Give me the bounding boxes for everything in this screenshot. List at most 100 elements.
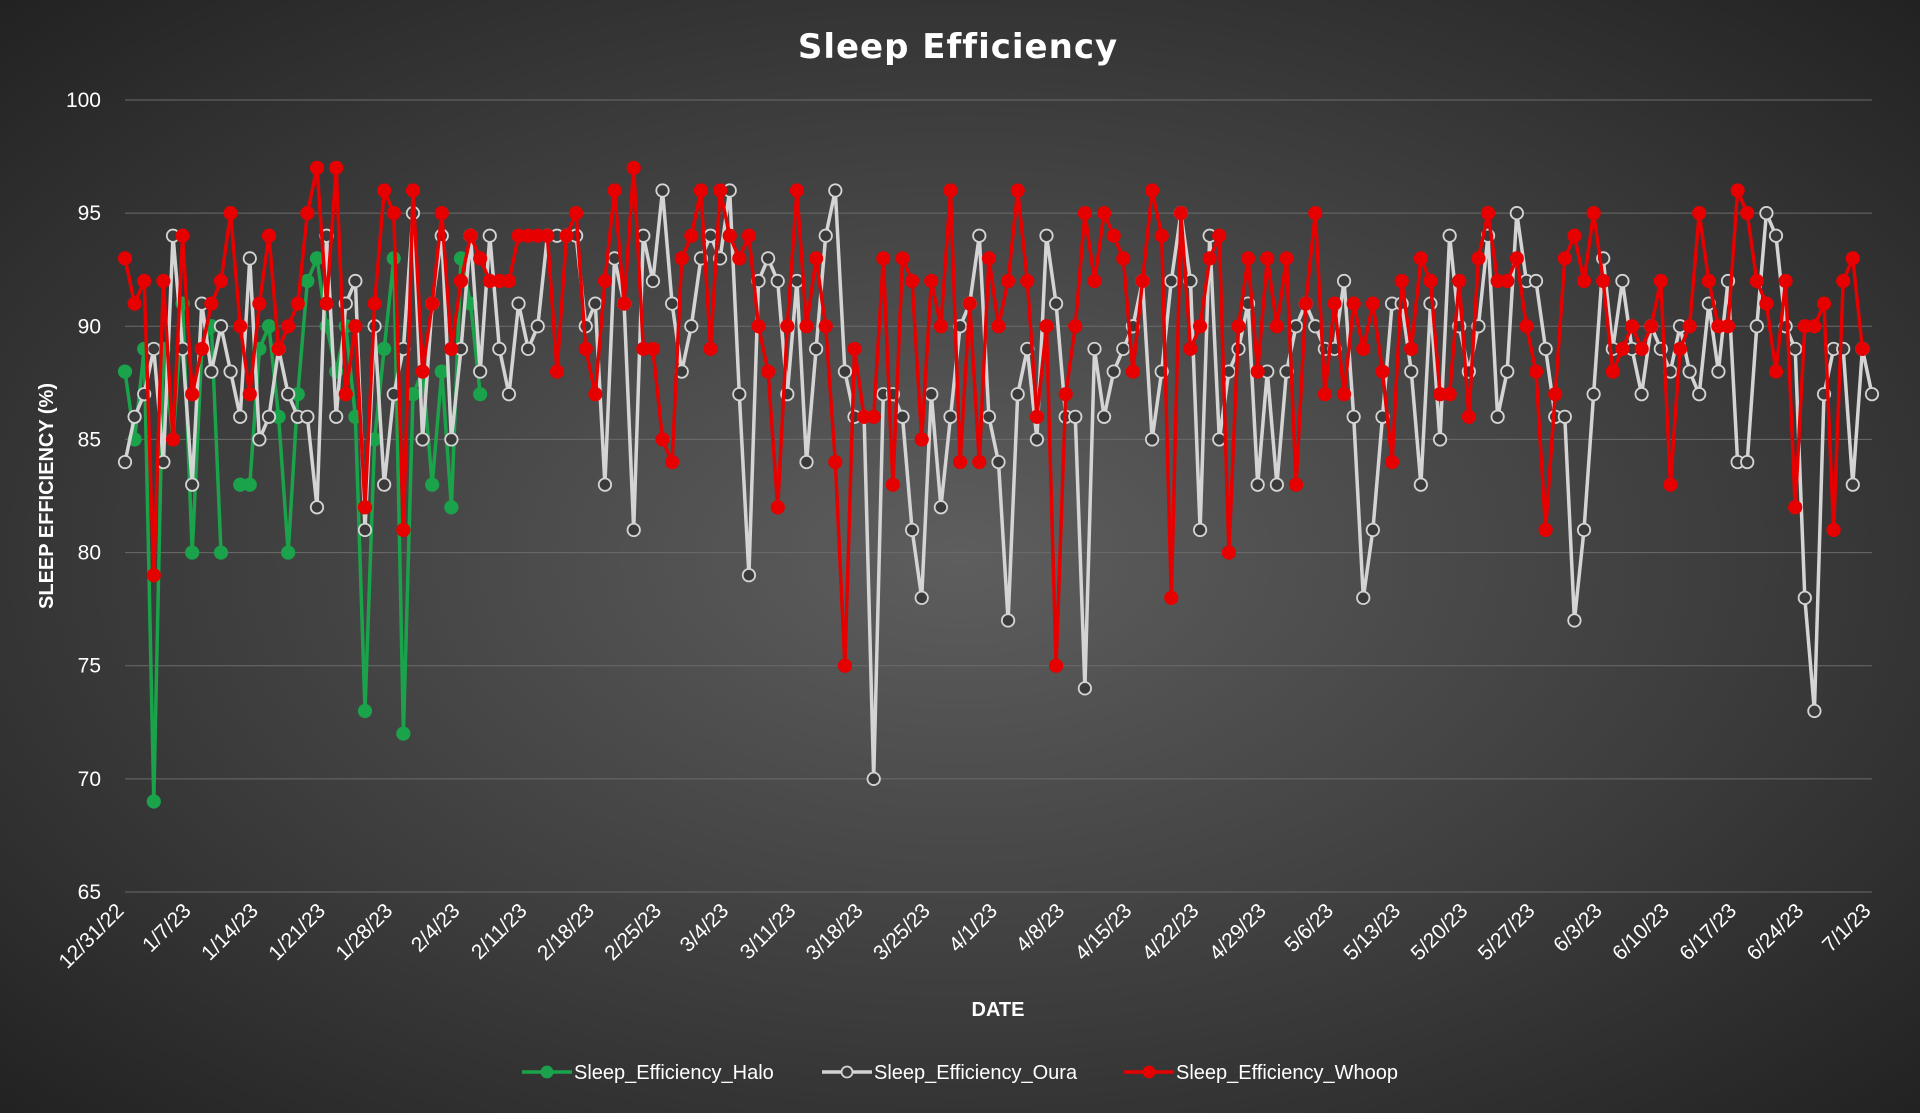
data-point	[223, 364, 238, 379]
data-point	[1250, 477, 1265, 492]
data-point	[146, 568, 161, 583]
data-point	[933, 319, 949, 334]
y-tick-label: 75	[78, 655, 101, 678]
data-point	[1634, 387, 1649, 402]
data-point	[194, 341, 209, 357]
data-point	[1624, 319, 1640, 334]
data-point	[473, 364, 488, 379]
data-point	[1116, 341, 1131, 357]
data-point	[213, 545, 229, 560]
data-point	[626, 160, 641, 175]
data-point	[1576, 522, 1592, 538]
data-point	[626, 522, 641, 538]
data-point	[1596, 273, 1611, 289]
data-point	[607, 183, 622, 198]
data-point	[684, 319, 699, 334]
data-point	[127, 296, 142, 311]
legend-label: Sleep_Efficiency_Halo	[574, 1062, 774, 1084]
data-point	[809, 341, 824, 357]
data-point	[1548, 387, 1563, 402]
data-point	[1010, 183, 1025, 198]
data-point	[665, 454, 680, 470]
data-point	[1682, 364, 1697, 379]
data-point	[1682, 319, 1697, 334]
data-point	[1586, 387, 1601, 402]
data-point	[597, 273, 613, 289]
data-point	[521, 341, 536, 357]
data-point	[213, 273, 229, 289]
data-point	[1740, 454, 1755, 470]
data-point	[1452, 273, 1467, 289]
data-point	[1788, 500, 1803, 515]
data-point	[1250, 364, 1265, 379]
data-point	[1816, 296, 1832, 311]
data-point	[991, 319, 1006, 334]
data-point	[165, 432, 181, 447]
data-point	[981, 251, 997, 266]
legend-label: Sleep_Efficiency_Oura	[874, 1062, 1078, 1084]
data-point	[799, 319, 814, 334]
data-point	[242, 251, 257, 266]
data-point	[1432, 432, 1448, 447]
legend: Sleep_Efficiency_Halo Sleep_Efficiency_Ou…	[522, 1062, 1398, 1084]
data-point	[866, 409, 881, 424]
data-point	[1423, 273, 1438, 289]
data-point	[1557, 251, 1572, 266]
data-point	[1759, 206, 1774, 221]
data-point	[1375, 364, 1390, 379]
data-point	[1346, 296, 1361, 311]
data-point	[175, 228, 190, 243]
data-point	[357, 500, 373, 515]
data-point	[1365, 522, 1380, 538]
data-point	[185, 545, 200, 560]
data-point	[1164, 590, 1179, 605]
data-point	[1730, 183, 1745, 198]
data-point	[837, 364, 853, 379]
data-point	[1048, 296, 1064, 311]
data-point	[261, 409, 277, 424]
data-point	[367, 296, 382, 311]
data-point	[1020, 273, 1035, 289]
data-point	[396, 522, 411, 538]
data-point	[1192, 319, 1208, 334]
data-point	[1346, 409, 1361, 424]
data-point	[1768, 364, 1784, 379]
data-point	[559, 228, 574, 243]
data-point	[501, 387, 517, 402]
data-point	[885, 477, 901, 492]
data-point	[1528, 364, 1544, 379]
data-point	[482, 228, 497, 243]
data-point	[185, 477, 200, 492]
data-point	[1615, 273, 1630, 289]
data-point	[156, 273, 171, 289]
data-point	[1701, 273, 1716, 289]
data-point	[597, 477, 613, 492]
data-point	[1240, 251, 1256, 266]
data-point	[233, 319, 248, 334]
data-point	[1826, 522, 1841, 538]
data-point	[1855, 341, 1870, 357]
data-point	[876, 251, 891, 266]
data-point	[1356, 590, 1371, 605]
data-point	[751, 319, 766, 334]
data-point	[261, 319, 277, 334]
y-tick-label: 85	[78, 428, 101, 451]
data-point	[1116, 251, 1131, 266]
data-point	[1442, 387, 1457, 402]
series-layer	[117, 160, 1880, 809]
data-point	[1048, 658, 1064, 673]
data-point	[386, 206, 401, 221]
data-point	[722, 228, 737, 243]
data-point	[799, 454, 814, 470]
data-point	[1836, 273, 1851, 289]
data-point	[828, 183, 843, 198]
legend-item: Sleep_Efficiency_Oura	[822, 1062, 1078, 1084]
data-point	[444, 432, 459, 447]
data-point	[444, 341, 459, 357]
data-point	[1768, 228, 1784, 243]
data-point	[732, 387, 747, 402]
data-point	[1509, 206, 1524, 221]
data-point	[972, 454, 987, 470]
